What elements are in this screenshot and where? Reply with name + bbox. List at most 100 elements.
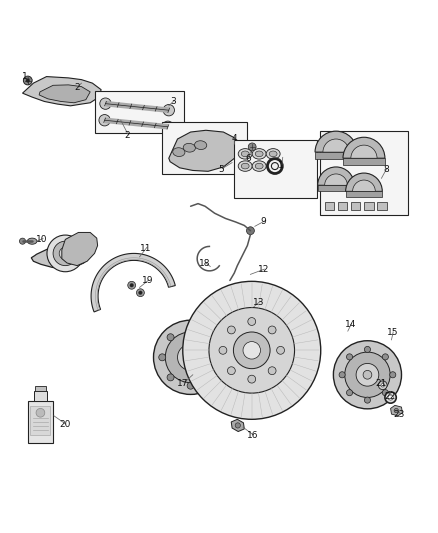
Circle shape	[268, 326, 276, 334]
Text: 17: 17	[177, 379, 189, 388]
Text: 18: 18	[199, 259, 210, 268]
Circle shape	[248, 375, 256, 383]
Bar	[343, 158, 385, 165]
Bar	[234, 140, 317, 198]
Circle shape	[385, 392, 396, 403]
Bar	[28, 400, 53, 443]
Text: 6: 6	[245, 154, 251, 163]
Circle shape	[219, 346, 227, 354]
Circle shape	[233, 332, 270, 369]
Circle shape	[247, 227, 254, 235]
Bar	[35, 386, 46, 391]
Circle shape	[207, 374, 214, 381]
Ellipse shape	[183, 143, 195, 152]
Polygon shape	[39, 85, 90, 103]
Circle shape	[163, 104, 174, 116]
Circle shape	[47, 235, 84, 272]
Wedge shape	[353, 180, 375, 191]
Ellipse shape	[252, 149, 266, 159]
Polygon shape	[231, 419, 244, 432]
Polygon shape	[391, 405, 403, 416]
Circle shape	[215, 354, 223, 361]
Circle shape	[177, 344, 204, 370]
Text: 10: 10	[36, 235, 48, 244]
Text: 8: 8	[383, 165, 389, 174]
Wedge shape	[346, 173, 382, 191]
Circle shape	[19, 238, 25, 244]
Circle shape	[248, 143, 256, 151]
Bar	[320, 131, 408, 215]
Wedge shape	[351, 145, 377, 158]
Ellipse shape	[241, 163, 249, 169]
Ellipse shape	[238, 149, 252, 159]
Text: 21: 21	[376, 379, 387, 388]
Circle shape	[346, 354, 353, 360]
Circle shape	[382, 354, 389, 360]
Circle shape	[183, 281, 321, 419]
Bar	[30, 406, 50, 434]
Circle shape	[378, 381, 387, 390]
Circle shape	[139, 291, 142, 294]
Circle shape	[130, 284, 134, 287]
Polygon shape	[22, 77, 101, 106]
Circle shape	[364, 397, 371, 403]
Wedge shape	[325, 174, 347, 185]
Circle shape	[187, 382, 194, 389]
Circle shape	[364, 346, 371, 352]
Text: 22: 22	[385, 392, 396, 401]
Circle shape	[339, 372, 345, 378]
Polygon shape	[169, 130, 240, 171]
Circle shape	[128, 281, 136, 289]
Ellipse shape	[238, 161, 252, 171]
Circle shape	[100, 98, 111, 109]
Bar	[346, 191, 382, 197]
Circle shape	[268, 367, 276, 375]
Circle shape	[248, 318, 256, 326]
Circle shape	[277, 346, 285, 354]
Bar	[325, 202, 334, 210]
Circle shape	[356, 364, 379, 386]
Circle shape	[363, 370, 372, 379]
Circle shape	[162, 121, 173, 133]
Circle shape	[390, 372, 396, 378]
Polygon shape	[91, 253, 175, 312]
Wedge shape	[315, 131, 357, 152]
Text: 2: 2	[74, 83, 80, 92]
Circle shape	[235, 423, 240, 428]
Ellipse shape	[241, 151, 249, 157]
Circle shape	[346, 390, 353, 395]
Bar	[162, 123, 247, 174]
Circle shape	[243, 342, 261, 359]
Circle shape	[209, 308, 294, 393]
Ellipse shape	[252, 161, 266, 171]
Circle shape	[26, 79, 29, 82]
Text: 1: 1	[22, 72, 28, 81]
Bar	[34, 391, 46, 400]
Text: 11: 11	[140, 244, 152, 253]
Circle shape	[227, 367, 235, 375]
Text: 15: 15	[387, 328, 398, 337]
Text: 19: 19	[142, 277, 154, 285]
Text: 12: 12	[258, 265, 269, 274]
Wedge shape	[323, 139, 349, 152]
Ellipse shape	[27, 238, 37, 244]
Circle shape	[382, 390, 389, 395]
Bar	[377, 202, 387, 210]
Ellipse shape	[173, 148, 185, 157]
Bar	[315, 152, 357, 159]
Ellipse shape	[255, 151, 263, 157]
Circle shape	[167, 374, 174, 381]
Text: 9: 9	[261, 217, 266, 227]
Circle shape	[345, 352, 390, 398]
Circle shape	[381, 384, 385, 387]
Text: 20: 20	[59, 421, 71, 430]
Circle shape	[23, 76, 32, 85]
Ellipse shape	[255, 163, 263, 169]
Ellipse shape	[272, 163, 279, 169]
Bar	[318, 185, 354, 191]
Text: 1: 1	[278, 161, 284, 169]
Circle shape	[159, 354, 166, 361]
Circle shape	[36, 408, 45, 417]
Bar	[364, 202, 374, 210]
Text: 5: 5	[218, 165, 224, 174]
